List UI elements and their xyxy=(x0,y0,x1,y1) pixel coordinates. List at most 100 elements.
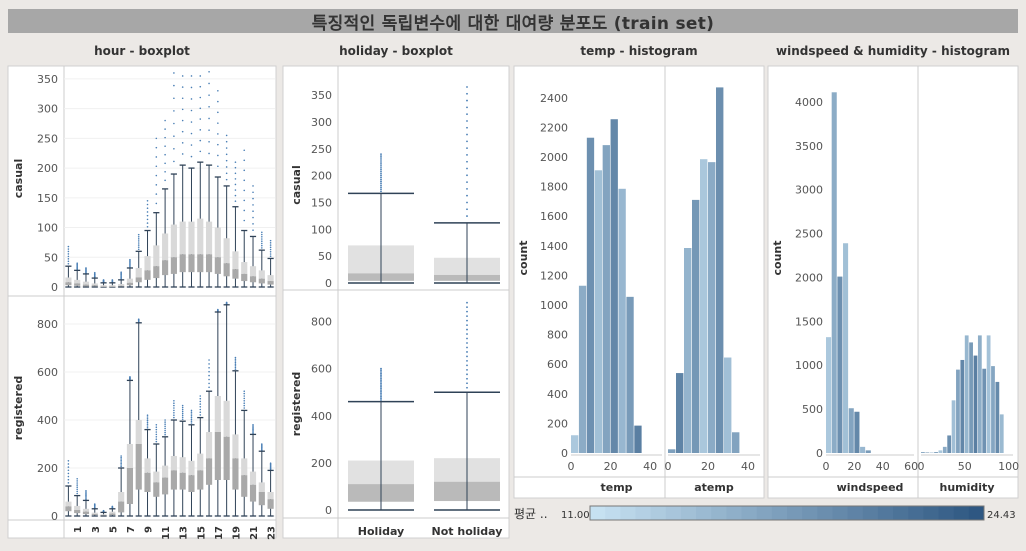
wind-hum-hist-windspeed-xtick: 0 xyxy=(823,460,830,473)
hour-registered-outlier xyxy=(208,367,210,369)
hour-registered-box-lower xyxy=(214,432,221,480)
hour-registered-outlier xyxy=(252,427,254,430)
hour-casual-outlier xyxy=(208,140,210,143)
hour-registered-outlier xyxy=(252,425,254,427)
hour-casual-outlier xyxy=(199,96,202,99)
hour-casual-outlier xyxy=(137,246,140,248)
hour-casual-outlier xyxy=(137,238,140,240)
legend-swatch xyxy=(877,506,894,520)
wind-hum-hist-windspeed-bar xyxy=(843,243,849,453)
hour-registered-outlier xyxy=(67,482,70,484)
hour-registered-outlier xyxy=(67,475,70,478)
hour-casual-outlier xyxy=(164,128,166,130)
temp-hist-temp-xtick: 20 xyxy=(604,460,618,473)
hour-casual-outlier xyxy=(261,247,263,249)
hour-casual-outlier xyxy=(208,129,210,131)
panel-title-hour: hour - boxplot xyxy=(94,44,190,58)
temp-hist-ytick: 800 xyxy=(547,329,568,342)
hour-registered-outlier xyxy=(173,416,175,419)
legend-swatch xyxy=(756,506,773,520)
hour-registered-outlier xyxy=(155,431,158,433)
hour-casual-box-lower xyxy=(91,285,98,287)
holiday-registered-outlier xyxy=(380,384,382,387)
holiday-casual-outlier xyxy=(380,155,382,157)
hour-registered-outlier xyxy=(190,418,193,421)
wind-hum-hist-humidity-xtick: 0 xyxy=(918,460,925,473)
holiday-registered-outlier xyxy=(380,399,382,401)
hour-casual-outlier xyxy=(261,233,263,236)
wind-hum-hist-ytick: 4000 xyxy=(795,96,823,109)
hour-casual-outlier xyxy=(190,109,193,112)
hour-casual-outlier xyxy=(217,111,219,114)
hour-casual-box-lower xyxy=(223,263,230,277)
hour-casual-outlier xyxy=(234,189,237,191)
legend-swatch xyxy=(680,506,697,520)
temp-hist-atemp-bar xyxy=(676,373,684,453)
hour-registered-outlier xyxy=(208,359,210,361)
holiday-casual-outlier xyxy=(380,184,382,187)
hour-registered-outlier xyxy=(120,459,122,462)
hour-registered-outlier xyxy=(146,421,149,424)
wind-hum-hist-humidity-bar xyxy=(969,342,973,453)
page-title-bar: 특징적인 독립변수에 대한 대여량 분포도 (train set) xyxy=(8,9,1018,34)
hour-xtick-15: 15 xyxy=(196,526,207,540)
hour-casual-outlier xyxy=(173,97,175,100)
hour-registered-outlier xyxy=(155,428,158,431)
hour-casual-outlier xyxy=(129,258,131,261)
hour-casual-box-upper xyxy=(188,221,195,255)
hour-registered-box-upper xyxy=(232,434,239,459)
wind-hum-hist-humidity-bar xyxy=(964,335,969,453)
hour-registered-outlier xyxy=(199,395,202,397)
hour-registered-box-lower xyxy=(91,514,98,516)
hour-casual-box-lower xyxy=(188,254,195,273)
hour-casual-outlier xyxy=(252,223,254,225)
hour-registered-outlier xyxy=(217,308,219,311)
holiday-registered-outlier xyxy=(380,379,382,382)
hour-casual-outlier xyxy=(155,184,158,186)
temp-hist-atemp-bar xyxy=(692,199,700,453)
hour-casual-box-lower xyxy=(249,276,257,283)
wind-hum-hist-humidity-bar xyxy=(973,355,978,453)
temp-hist-temp-bar xyxy=(626,296,634,453)
hour-casual-outlier xyxy=(234,166,237,169)
hour-registered-outlier xyxy=(181,410,184,413)
legend-swatch xyxy=(620,506,636,520)
hour-casual-outlier xyxy=(67,255,70,258)
hour-registered-outlier xyxy=(76,486,78,489)
hour-casual-outlier xyxy=(137,242,140,244)
temp-hist-ytick: 1600 xyxy=(540,210,568,223)
hour-registered-outlier xyxy=(190,416,193,419)
hour-registered-box-lower xyxy=(223,436,230,480)
hour-casual-outlier xyxy=(164,119,166,122)
hour-casual-outlier xyxy=(155,165,158,168)
legend-swatch xyxy=(711,506,727,520)
hour-registered-box-upper xyxy=(170,456,177,471)
wind-hum-hist-humidity-xtick: 100 xyxy=(998,460,1019,473)
hour-casual-outlier xyxy=(67,258,70,260)
hour-casual-outlier xyxy=(225,153,228,156)
hour-registered-box-upper xyxy=(91,512,98,515)
hour-casual-outlier xyxy=(208,82,210,85)
hour-registered-outlier xyxy=(181,406,184,409)
hour-casual-outlier xyxy=(146,222,149,224)
hour-casual-outlier xyxy=(269,255,272,258)
holiday-registered-outlier xyxy=(380,390,382,393)
hour-casual-outlier xyxy=(234,183,237,186)
legend-swatch xyxy=(605,506,621,520)
holiday-registered-outlier xyxy=(380,395,382,398)
temp-hist-ytick: 1200 xyxy=(540,269,568,282)
hour-registered-outlier xyxy=(146,418,149,420)
hour-casual-outlier xyxy=(173,122,175,125)
holiday-casual-outlier xyxy=(380,186,382,189)
temp-hist-temp-bar xyxy=(586,137,595,453)
hour-casual-outlier xyxy=(261,244,263,247)
hour-casual-box-upper xyxy=(179,221,186,255)
hour-casual-outlier xyxy=(252,191,254,194)
hour-registered-ytick: 200 xyxy=(37,462,58,475)
holiday-registered-outlier xyxy=(466,386,468,389)
legend-swatch xyxy=(817,506,833,520)
wind-hum-hist-humidity-bar xyxy=(986,335,991,453)
hour-casual-outlier xyxy=(217,143,219,146)
hour-casual-box-upper xyxy=(109,285,116,287)
hour-casual-outlier xyxy=(164,162,166,165)
